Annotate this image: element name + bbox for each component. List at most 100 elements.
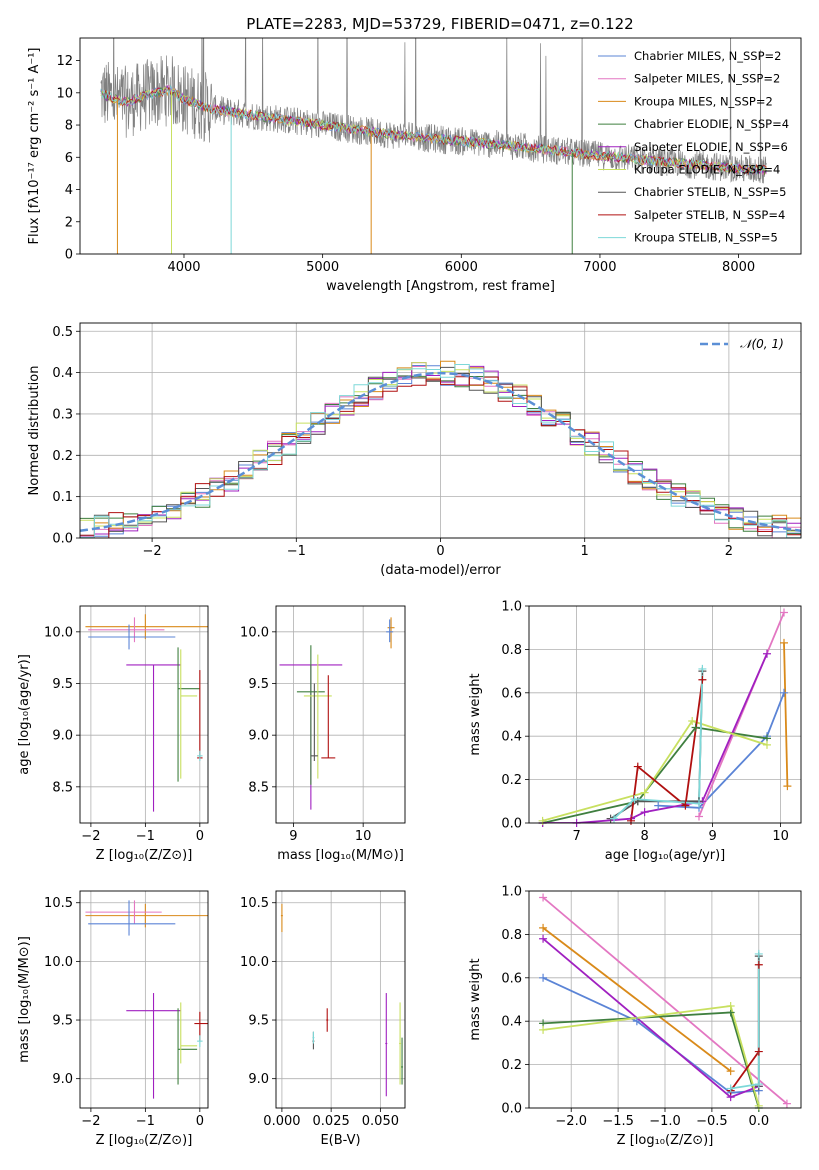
axes-frame: [79, 605, 209, 824]
series-marker: [754, 1080, 763, 1089]
x-tick-label: 0.050: [362, 1114, 399, 1129]
series-line: [610, 671, 704, 820]
x-axis-label: (data-model)/error: [380, 563, 501, 578]
y-tick-label: 0.2: [52, 449, 73, 464]
series-line: [658, 692, 785, 809]
y-tick-label: 10.5: [240, 896, 269, 911]
series-marker: [763, 649, 771, 658]
series-marker: [783, 782, 792, 791]
series-marker: [681, 801, 690, 810]
y-tick-label: 9.5: [248, 677, 269, 692]
x-tick-label: 10: [772, 829, 789, 844]
x-tick-label: −1: [287, 544, 306, 559]
histogram-step: [80, 376, 801, 538]
x-tick-label: 0: [196, 829, 204, 844]
x-tick-label: 2: [725, 544, 733, 559]
series-marker: [695, 812, 703, 821]
x-axis-label: wavelength [Angstrom, rest frame]: [326, 279, 555, 294]
model-line: [100, 84, 767, 175]
x-tick-label: 6000: [445, 260, 478, 275]
normal-curve: [80, 371, 801, 533]
series-marker: [754, 949, 763, 958]
figure-title: PLATE=2283, MJD=53729, FIBERID=0471, z=0…: [246, 15, 633, 33]
y-tick-label: 0.8: [501, 928, 522, 943]
series-line: [783, 642, 789, 787]
series-marker: [763, 740, 771, 749]
series-marker: [780, 688, 788, 697]
y-tick-label: 0.0: [52, 532, 73, 547]
axes-frame: [275, 605, 406, 824]
series-marker: [539, 973, 548, 982]
y-tick-label: 8.5: [52, 780, 73, 795]
panel-massweight-vs-Z: −2.0 −1.5 −1.0 −0.5 0.0 0.0 0.2 0.4 0.6 0.8 1.0 Z […: [468, 885, 802, 1148]
axes-frame: [79, 322, 802, 539]
series-line: [542, 653, 768, 823]
panel-residuals: −2 −1 0 1 2 0.0 0.1 0.2 0.3 0.4 0.5 (data-model)/er…: [27, 322, 802, 578]
x-axis-label: Z [log₁₀(Z/Z⊙)]: [96, 1133, 193, 1148]
legend-label: Kroupa STELIB, N_SSP=5: [634, 231, 778, 245]
legend-label: Chabrier STELIB, N_SSP=5: [634, 185, 786, 199]
legend-label: Kroupa MILES, N_SSP=2: [634, 94, 773, 108]
y-tick-label: 0.0: [501, 1102, 522, 1117]
series-marker: [539, 934, 548, 943]
series-marker: [754, 960, 763, 969]
series-line: [542, 976, 759, 1094]
y-tick-label: 0.4: [501, 1015, 522, 1030]
x-tick-label: 0.025: [313, 1114, 350, 1129]
y-tick-label: 1.0: [501, 600, 522, 615]
y-tick-label: 9.5: [248, 1014, 269, 1029]
y-tick-label: 10.5: [44, 896, 73, 911]
legend-label: 𝒩(0, 1): [740, 337, 784, 351]
series-line: [542, 719, 768, 822]
series-line: [542, 927, 732, 1072]
series-marker: [691, 723, 700, 732]
y-tick-label: 10.0: [240, 955, 269, 970]
x-tick-label: −2: [81, 829, 100, 844]
legend-label: Kroupa ELODIE, N_SSP=4: [634, 163, 780, 177]
y-axis-label: mass weight: [468, 958, 483, 1040]
series-marker: [726, 1002, 735, 1011]
series-marker: [726, 1084, 735, 1093]
x-tick-label: 0: [196, 1114, 204, 1129]
series-marker: [754, 1101, 763, 1110]
y-axis-label: Flux [fλ10⁻¹⁷ erg cm⁻² s⁻¹ A⁻¹]: [27, 48, 42, 245]
y-tick-label: 0.6: [501, 971, 522, 986]
y-tick-label: 2: [65, 215, 73, 230]
series-marker: [780, 638, 788, 647]
axes-frame: [275, 890, 406, 1109]
x-tick-label: 10: [355, 829, 372, 844]
x-axis-label: Z [log₁₀(Z/Z⊙)]: [96, 848, 193, 863]
legend-label: Chabrier ELODIE, N_SSP=4: [634, 117, 789, 131]
y-tick-label: 0.3: [52, 407, 73, 422]
y-axis-label: mass [log₁₀(M/M⊙)]: [17, 936, 32, 1063]
panel-massweight-vs-age: 7 8 9 10 0.0 0.2 0.4 0.6 0.8 1.0 age [log₁₀(age/yr…: [468, 600, 802, 863]
series-marker: [633, 762, 642, 771]
series-marker: [610, 814, 618, 823]
series-line: [630, 679, 704, 821]
y-tick-label: 8.5: [248, 780, 269, 795]
y-tick-label: 0.4: [501, 730, 522, 745]
plot-area: [85, 614, 208, 812]
x-tick-label: −1.5: [602, 1114, 634, 1129]
y-axis-label: mass weight: [468, 673, 483, 755]
x-tick-label: 9: [708, 829, 716, 844]
y-tick-label: 0.2: [501, 1058, 522, 1073]
y-tick-label: 10.0: [44, 955, 73, 970]
panel-mass-vs-EBV: 0.000 0.025 0.050 9.0 9.5 10.0 10.5 E(B-V): [240, 890, 406, 1148]
series-marker: [640, 808, 649, 817]
series-marker: [539, 923, 548, 932]
x-tick-label: 8000: [722, 260, 755, 275]
x-tick-label: −2: [143, 544, 162, 559]
y-tick-label: 1.0: [501, 885, 522, 900]
x-tick-label: −1: [136, 829, 155, 844]
panel-mass-vs-Z: −2 −1 0 9.0 9.5 10.0 10.5 Z [log₁₀(Z/Z⊙)] mass […: [17, 890, 209, 1148]
y-tick-label: 9.0: [248, 1072, 269, 1087]
plot-area: [279, 617, 395, 810]
y-tick-label: 10.0: [44, 625, 73, 640]
axes-frame: [528, 890, 802, 1109]
series-marker: [726, 1067, 735, 1076]
y-tick-label: 9.0: [52, 729, 73, 744]
series-marker: [780, 608, 788, 617]
x-tick-label: 1: [581, 544, 589, 559]
series-marker: [754, 1047, 763, 1056]
